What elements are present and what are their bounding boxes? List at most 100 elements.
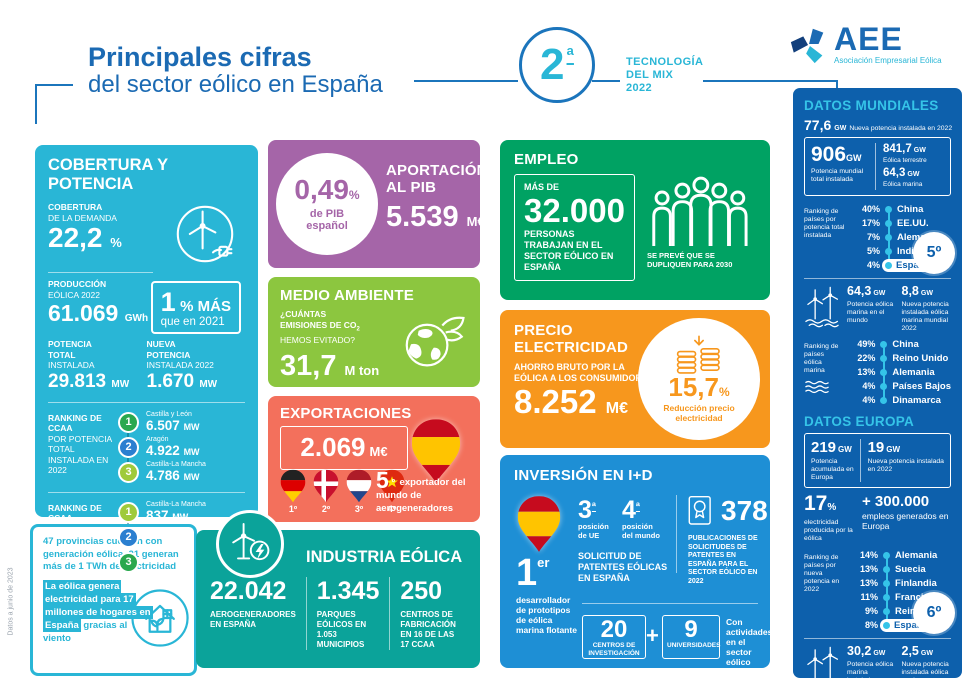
ranking-row: 13% Alemania bbox=[857, 366, 935, 378]
denmark-flag-pin bbox=[313, 469, 339, 503]
section-provincias: 47 provincias cuentan con generación eól… bbox=[30, 524, 197, 676]
stat-aerogeneradores: 22.042 AEROGENERADORES EN ESPAÑA bbox=[210, 577, 296, 629]
dot bbox=[885, 205, 892, 213]
publicaciones-label: PUBLICACIONES DE SOLICITUDES DE PATENTES… bbox=[688, 535, 758, 585]
dot bbox=[880, 354, 888, 362]
divider bbox=[804, 278, 951, 279]
ranking-row: 11% Francia bbox=[860, 591, 929, 603]
germany-flag-pin bbox=[280, 469, 306, 503]
actividades-note: Con actividades en el sector eólico bbox=[726, 617, 773, 667]
ranking-row-spain: 8% España 6º bbox=[848, 592, 955, 634]
people-group-icon bbox=[652, 176, 748, 246]
europa-empleos: + 300.000 empleos generados en Europa bbox=[862, 493, 949, 532]
ranking-mundial-total: Ranking de países por potencia total ins… bbox=[804, 202, 955, 274]
patent-rank-ue: 3ª posición de UE bbox=[578, 496, 609, 541]
dot bbox=[880, 396, 888, 404]
germany-flag-item: 1º bbox=[280, 469, 306, 514]
dot bbox=[880, 368, 888, 376]
floating-offshore-rank: 1er desarrollador de prototipos de eólic… bbox=[516, 552, 577, 635]
rank-2-badge: 2 bbox=[118, 436, 139, 458]
globe-leaves-icon bbox=[405, 316, 465, 367]
europa-marina-stats: 30,2GW Potencia eólica marina instalada … bbox=[804, 645, 951, 678]
pib-title-line2: AL PIB bbox=[386, 179, 437, 196]
waves-icon bbox=[805, 380, 829, 394]
wind-turbine-plug-icon bbox=[176, 205, 234, 263]
ranking-europa-nueva: Ranking de países por nueva potencia en … bbox=[804, 548, 955, 634]
ranking-row: 4% Países Bajos bbox=[862, 380, 951, 392]
pib-share-circle: 0,49% de PIB español bbox=[276, 153, 378, 255]
precio-value: 8.252 M€ bbox=[514, 383, 628, 420]
dot bbox=[883, 565, 891, 573]
mix-label: TECNOLOGÍA DEL MIX 2022 bbox=[626, 56, 703, 95]
potencia-nueva-stat: NUEVA POTENCIA INSTALADA 2022 1.670 MW bbox=[146, 339, 218, 392]
europa-capacity-box: 219 GW Potencia acumulada en Europa 19 GW … bbox=[804, 433, 951, 488]
rank-1-badge: 1 bbox=[118, 501, 139, 523]
europa-electricidad: 17% electricidad producida por la eólica bbox=[804, 492, 853, 542]
page-title: Principales cifras del sector eólico en … bbox=[88, 42, 383, 99]
section-inversion-id: INVERSIÓN EN I+D 3ª posición de UE 4ª po… bbox=[500, 455, 773, 668]
ranking-row: 13% Finlandia bbox=[860, 577, 937, 589]
pib-value: 5.539 M€ bbox=[386, 201, 485, 233]
mundial-marina-stats: 64,3 GW Potencia eólica marina en el mund… bbox=[804, 285, 951, 333]
turbine-energy-icon bbox=[216, 510, 284, 578]
rank-1-badge: 1 bbox=[118, 411, 139, 433]
aee-logo: AEE Asociación Empresarial Eólica bbox=[788, 23, 942, 66]
empleo-title: EMPLEO bbox=[514, 151, 579, 168]
plus-sign: + bbox=[646, 623, 659, 648]
dot bbox=[880, 382, 888, 390]
produccion-stat: PRODUCCIÓN EÓLICA 2022 61.069 GWh bbox=[48, 279, 148, 332]
section-exportaciones: EXPORTACIONES 2.069 M€ 1º 2º bbox=[268, 396, 480, 522]
ranking-row: 7% Alemania bbox=[866, 231, 940, 243]
mundial-capacity-box: 906GW Potencia mundial total instalada 8… bbox=[804, 137, 951, 196]
co2-stat: ¿CUÁNTAS EMISIONES DE CO2 HEMOS EVITADO?… bbox=[280, 309, 379, 388]
ranking-mundial-marina: Ranking de países eólica marina 49% China… bbox=[804, 338, 951, 406]
empleo-note: SE PREVÉ QUE SE DUPLIQUEN PARA 2030 bbox=[646, 251, 733, 269]
section-empleo: EMPLEO MÁS DE 32.000 PERSONAS TRABAJAN E… bbox=[500, 140, 770, 300]
divider bbox=[676, 495, 677, 573]
mundial-nueva-potencia: 77,6 GW Nueva potencia instalada en 2022 bbox=[804, 117, 953, 133]
decorative-line-left bbox=[414, 80, 518, 82]
ranking-row: 22% Reino Unido bbox=[857, 352, 949, 364]
stat-centros: 250 CENTROS DE FABRICACIÓN EN 16 DE LAS … bbox=[389, 577, 466, 650]
rank-3-badge: 3 bbox=[118, 551, 139, 573]
section-precio-electricidad: PRECIO ELECTRICIDAD AHORRO BRUTO POR LA … bbox=[500, 310, 770, 448]
mix-label-line3: 2022 bbox=[626, 82, 653, 94]
demanda-row: COBERTURA DE LA DEMANDA 22,2 % bbox=[48, 202, 245, 266]
potencia-total-stat: POTENCIA TOTAL INSTALADA 29.813 MW bbox=[48, 339, 130, 392]
mix-label-line2: DEL MIX bbox=[626, 69, 674, 81]
co2-value: 31,7 M ton bbox=[280, 350, 380, 383]
dot bbox=[885, 219, 892, 227]
provincias-intro: 47 provincias cuentan con generación eól… bbox=[43, 536, 179, 572]
ranking-ccaa-total: RANKING DE CCAA POR POTENCIA TOTAL INSTA… bbox=[48, 409, 245, 486]
divider bbox=[804, 638, 951, 639]
rank-3-badge: 3 bbox=[118, 461, 139, 483]
divider bbox=[48, 491, 245, 493]
denmark-flag-item: 2º bbox=[313, 469, 339, 514]
centros-box: 20 CENTROS DE INVESTIGACIÓN bbox=[582, 615, 646, 659]
price-reduction-circle: 15,7% Reducción precio electricidad bbox=[638, 318, 760, 440]
netherlands-flag-item: 3º bbox=[346, 469, 372, 514]
ranking-item: 2 Aragón 4.922 MW bbox=[118, 436, 245, 459]
section-aportacion-pib: 0,49% de PIB español APORTACIÓN AL PIB 5… bbox=[268, 140, 488, 268]
patent-rank-world: 4ª posición del mundo bbox=[622, 496, 660, 541]
aee-logo-text: AEE Asociación Empresarial Eólica bbox=[834, 23, 942, 65]
reduction-label: Reducción precio electricidad bbox=[663, 403, 735, 423]
aee-subtitle: Asociación Empresarial Eólica bbox=[834, 56, 942, 65]
sidebar-datos: DATOS MUNDIALES 77,6 GW Nueva potencia in… bbox=[793, 88, 962, 678]
empleo-value: 32.000 bbox=[524, 192, 625, 229]
pib-title-line1: APORTACIÓN bbox=[386, 162, 488, 179]
dot bbox=[885, 261, 892, 269]
precio-title-line2: ELECTRICIDAD bbox=[514, 339, 629, 356]
ranking-item: 1 Castilla-La Mancha 837 MW bbox=[118, 501, 245, 524]
europa-stats-row: 17% electricidad producida por la eólica… bbox=[804, 492, 951, 543]
divider bbox=[582, 603, 758, 604]
ranking-row: 17% EE.UU. bbox=[861, 217, 929, 229]
rank-2-badge: 2 bbox=[118, 526, 139, 548]
title-line-bold: Principales cifras bbox=[88, 42, 312, 72]
universidades-box: 9 UNIVERSIDADES bbox=[662, 615, 720, 659]
aee-pinwheel-icon bbox=[790, 28, 824, 64]
decorative-line-mid bbox=[592, 80, 620, 82]
decorative-corner-left bbox=[35, 84, 73, 124]
produccion-row: PRODUCCIÓN EÓLICA 2022 61.069 GWh 1 % MÁ… bbox=[48, 279, 245, 334]
